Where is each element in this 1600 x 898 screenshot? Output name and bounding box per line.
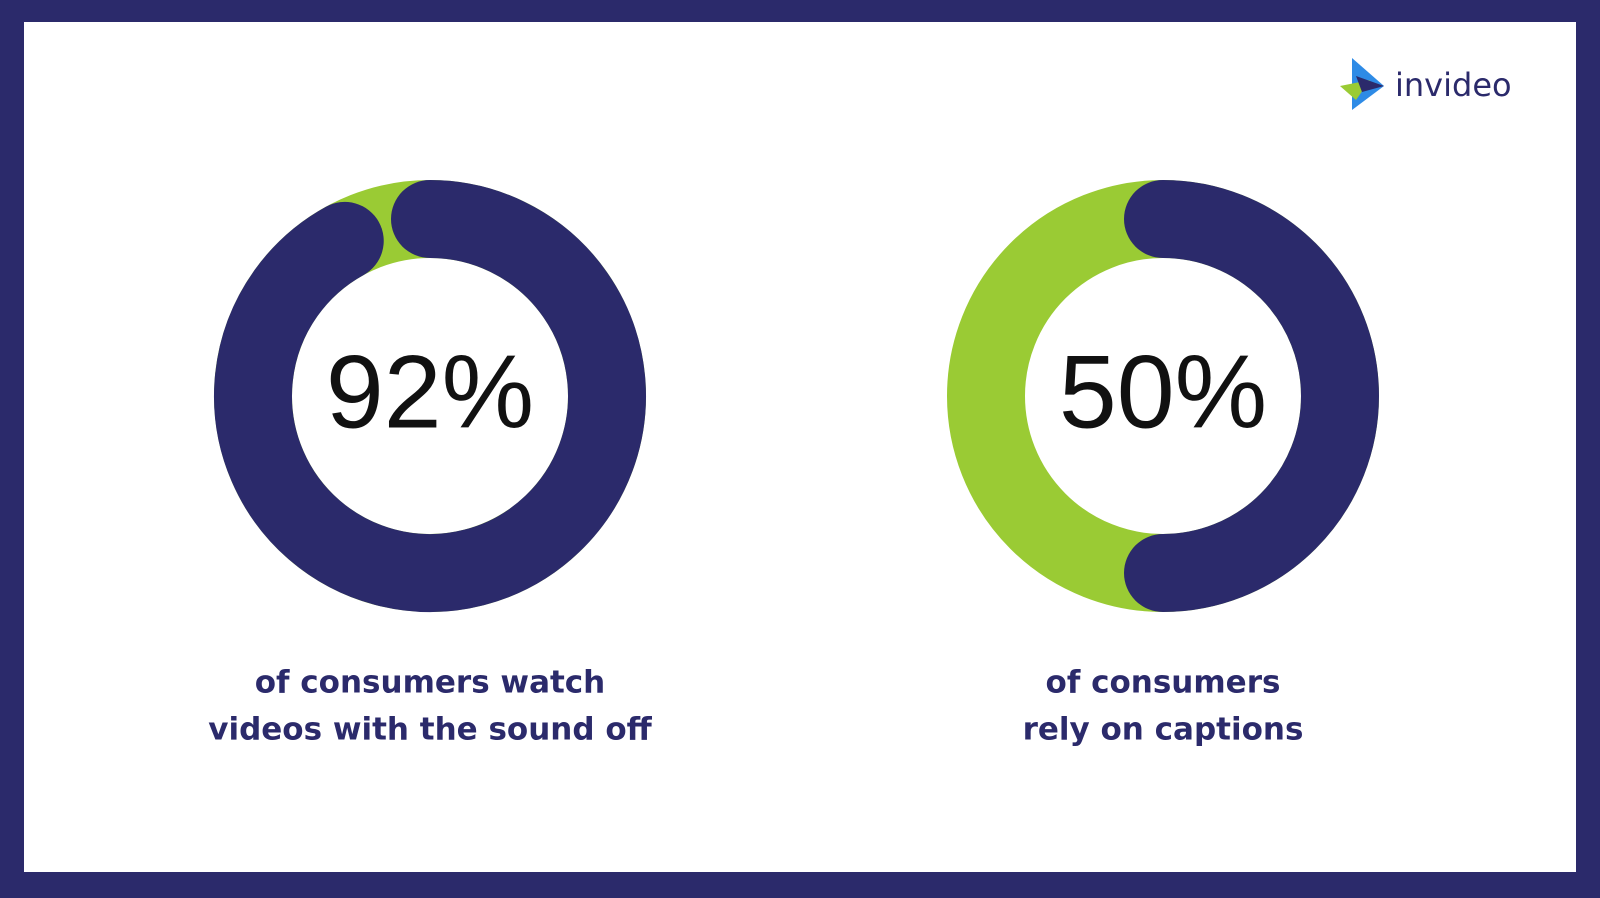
caption: videos with the sound off	[208, 712, 652, 748]
center-value: 92%	[326, 334, 534, 450]
center-value: 50%	[1059, 334, 1267, 450]
logo-text: invideo	[1395, 66, 1512, 104]
caption: rely on captions	[1023, 712, 1304, 748]
donut-arc	[1124, 180, 1379, 612]
logo-icon	[1340, 58, 1384, 110]
donut-arc	[214, 180, 646, 612]
caption: of consumers watch	[255, 665, 606, 701]
caption: of consumers	[1046, 665, 1281, 701]
